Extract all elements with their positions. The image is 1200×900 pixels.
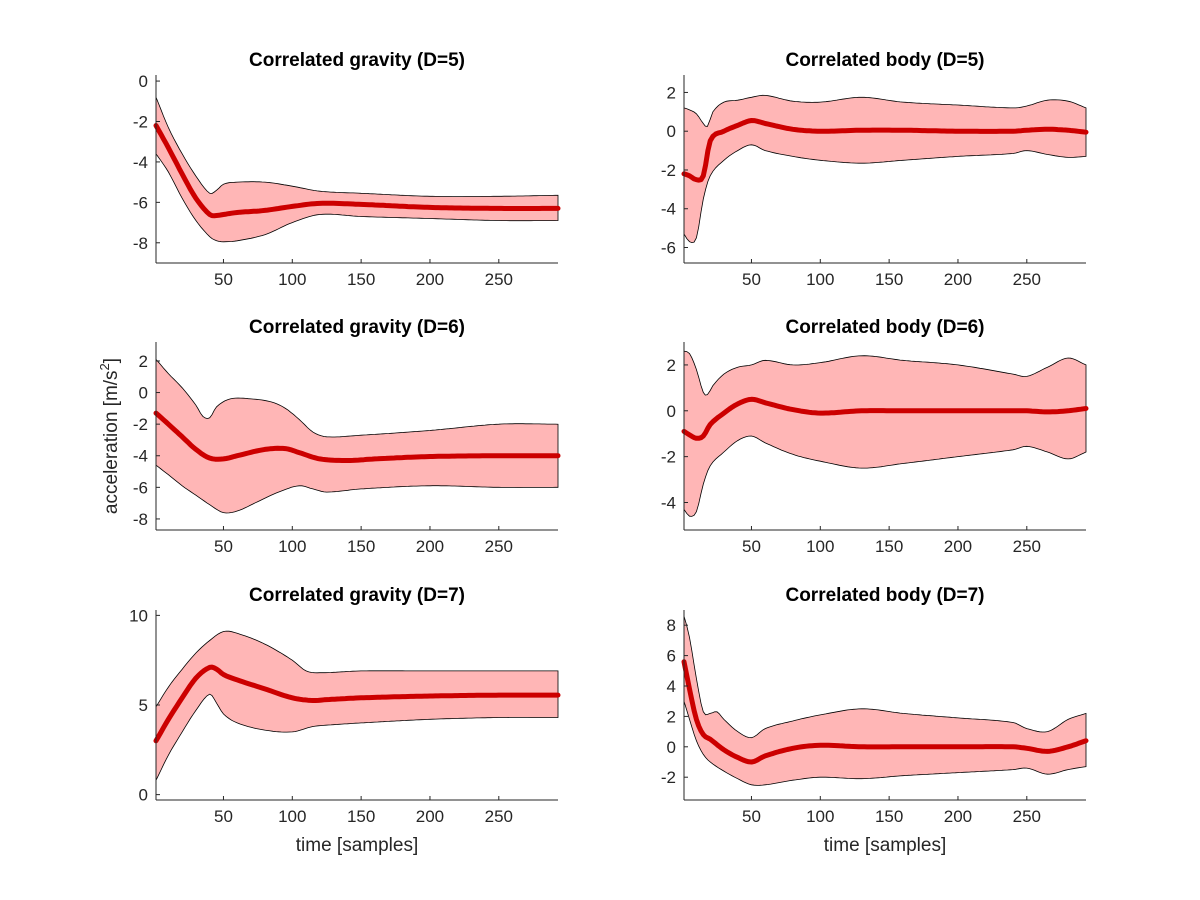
y-tick-label: -6 bbox=[133, 193, 148, 212]
confidence-band bbox=[155, 97, 559, 243]
x-tick-label: 250 bbox=[485, 807, 513, 826]
y-tick-label: 10 bbox=[129, 606, 148, 625]
x-tick-label: 250 bbox=[1013, 270, 1041, 289]
confidence-band bbox=[155, 630, 559, 781]
x-tick-label: 100 bbox=[278, 807, 306, 826]
x-tick-label: 200 bbox=[416, 807, 444, 826]
x-tick-label: 200 bbox=[944, 807, 972, 826]
x-tick-label: 100 bbox=[278, 537, 306, 556]
x-tick-label: 100 bbox=[806, 537, 834, 556]
mean-line bbox=[681, 396, 1089, 441]
x-tick-label: 250 bbox=[1013, 537, 1041, 556]
x-axis-label: time [samples] bbox=[296, 835, 418, 856]
panel-gravity-d5: 50 100 150 200 250 -8 -6 -4 -2 0 Correlated gravi… bbox=[133, 50, 561, 289]
y-tick-label: 0 bbox=[667, 402, 676, 421]
y-tick-label: -4 bbox=[661, 493, 676, 512]
y-tick-label: 0 bbox=[139, 786, 148, 805]
panel-title: Correlated gravity (D=7) bbox=[249, 585, 465, 606]
panel-title: Correlated body (D=6) bbox=[785, 317, 984, 338]
x-tick-label: 150 bbox=[875, 537, 903, 556]
x-tick-label: 200 bbox=[416, 270, 444, 289]
panel-body-d6: 50 100 150 200 250 -4 -2 0 2 Correlated body (D=… bbox=[661, 317, 1089, 556]
x-tick-label: 150 bbox=[875, 807, 903, 826]
y-tick-label: 2 bbox=[139, 352, 148, 371]
panel-title: Correlated body (D=7) bbox=[785, 585, 984, 606]
y-axis-label: acceleration [m/s2] bbox=[97, 358, 122, 514]
y-tick-label: 2 bbox=[667, 83, 676, 102]
x-tick-label: 200 bbox=[944, 537, 972, 556]
panel-body-d7: 50 100 150 200 250 -2 0 2 4 6 8 Correlated body (D… bbox=[661, 585, 1089, 856]
x-tick-label: 100 bbox=[278, 270, 306, 289]
y-tick-label: -2 bbox=[133, 112, 148, 131]
x-tick-label: 100 bbox=[806, 807, 834, 826]
mean-line bbox=[681, 118, 1089, 183]
y-tick-label: -2 bbox=[661, 448, 676, 467]
y-tick-label: 8 bbox=[667, 616, 676, 635]
panel-body-d5: 50 100 150 200 250 -6 -4 -2 0 2 Correlated body (… bbox=[661, 50, 1089, 289]
panel-title: Correlated body (D=5) bbox=[785, 50, 984, 71]
x-tick-label: 50 bbox=[214, 270, 233, 289]
panel-gravity-d7: 50 100 150 200 250 0 5 10 Correlated gravity (D… bbox=[129, 585, 561, 856]
y-tick-label: -8 bbox=[133, 234, 148, 253]
x-tick-label: 50 bbox=[742, 537, 761, 556]
x-tick-label: 150 bbox=[875, 270, 903, 289]
y-tick-label: -4 bbox=[133, 153, 148, 172]
y-tick-label: 6 bbox=[667, 647, 676, 666]
mean-line bbox=[153, 410, 561, 463]
y-axis-label-superscript: 2 bbox=[97, 363, 112, 370]
x-tick-label: 50 bbox=[742, 270, 761, 289]
x-tick-label: 50 bbox=[742, 807, 761, 826]
confidence-band bbox=[683, 94, 1087, 244]
x-tick-label: 250 bbox=[1013, 807, 1041, 826]
mean-line bbox=[681, 659, 1089, 765]
x-tick-label: 150 bbox=[347, 270, 375, 289]
panel-title: Correlated gravity (D=6) bbox=[249, 317, 465, 338]
x-axis-label: time [samples] bbox=[824, 835, 946, 856]
x-tick-label: 250 bbox=[485, 270, 513, 289]
y-tick-label: 5 bbox=[139, 696, 148, 715]
x-tick-label: 100 bbox=[806, 270, 834, 289]
y-tick-label: 0 bbox=[139, 384, 148, 403]
y-tick-label: 2 bbox=[667, 356, 676, 375]
confidence-band bbox=[155, 358, 559, 514]
panel-title: Correlated gravity (D=5) bbox=[249, 50, 465, 71]
y-tick-label: -6 bbox=[133, 478, 148, 497]
x-tick-label: 150 bbox=[347, 537, 375, 556]
y-tick-label: 0 bbox=[667, 738, 676, 757]
x-tick-label: 50 bbox=[214, 807, 233, 826]
y-axis-label-close: ] bbox=[101, 358, 122, 363]
confidence-band bbox=[683, 350, 1087, 517]
y-tick-label: 2 bbox=[667, 707, 676, 726]
x-tick-label: 200 bbox=[416, 537, 444, 556]
y-tick-label: -2 bbox=[133, 415, 148, 434]
mean-line bbox=[153, 664, 561, 744]
panel-gravity-d6: 50 100 150 200 250 -8 -6 -4 -2 0 2 Correlated grav… bbox=[133, 317, 561, 556]
y-tick-label: -4 bbox=[133, 447, 148, 466]
x-tick-label: 50 bbox=[214, 537, 233, 556]
y-axis-label-base: acceleration [m/s bbox=[101, 370, 122, 514]
mean-line bbox=[153, 123, 561, 219]
y-tick-label: -4 bbox=[661, 200, 676, 219]
x-tick-label: 200 bbox=[944, 270, 972, 289]
x-tick-label: 150 bbox=[347, 807, 375, 826]
y-tick-label: -8 bbox=[133, 510, 148, 529]
x-tick-label: 250 bbox=[485, 537, 513, 556]
y-tick-label: 0 bbox=[139, 72, 148, 91]
y-tick-label: -2 bbox=[661, 161, 676, 180]
y-tick-label: -2 bbox=[661, 768, 676, 787]
y-tick-label: -6 bbox=[661, 238, 676, 257]
y-tick-label: 4 bbox=[667, 677, 676, 696]
y-tick-label: 0 bbox=[667, 122, 676, 141]
